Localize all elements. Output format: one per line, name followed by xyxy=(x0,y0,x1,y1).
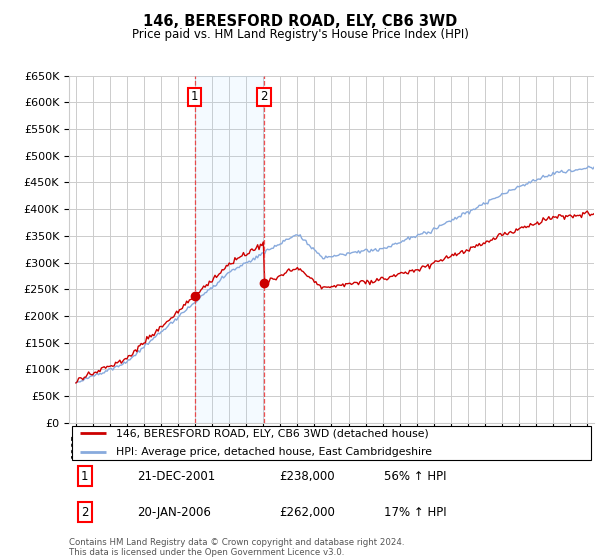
Text: 2: 2 xyxy=(260,91,268,104)
Text: Price paid vs. HM Land Registry's House Price Index (HPI): Price paid vs. HM Land Registry's House … xyxy=(131,28,469,41)
FancyBboxPatch shape xyxy=(71,426,592,460)
Text: 2: 2 xyxy=(81,506,89,519)
Text: 1: 1 xyxy=(191,91,199,104)
Text: Contains HM Land Registry data © Crown copyright and database right 2024.
This d: Contains HM Land Registry data © Crown c… xyxy=(69,538,404,557)
Text: 1: 1 xyxy=(81,470,89,483)
Text: 21-DEC-2001: 21-DEC-2001 xyxy=(137,470,215,483)
Text: 56% ↑ HPI: 56% ↑ HPI xyxy=(384,470,446,483)
Text: £262,000: £262,000 xyxy=(279,506,335,519)
Bar xyxy=(194,76,264,423)
Text: 17% ↑ HPI: 17% ↑ HPI xyxy=(384,506,446,519)
Text: HPI: Average price, detached house, East Cambridgeshire: HPI: Average price, detached house, East… xyxy=(116,447,432,458)
Text: £238,000: £238,000 xyxy=(279,470,335,483)
Text: 20-JAN-2006: 20-JAN-2006 xyxy=(137,506,211,519)
Text: 146, BERESFORD ROAD, ELY, CB6 3WD (detached house): 146, BERESFORD ROAD, ELY, CB6 3WD (detac… xyxy=(116,428,429,438)
Text: 146, BERESFORD ROAD, ELY, CB6 3WD: 146, BERESFORD ROAD, ELY, CB6 3WD xyxy=(143,14,457,29)
